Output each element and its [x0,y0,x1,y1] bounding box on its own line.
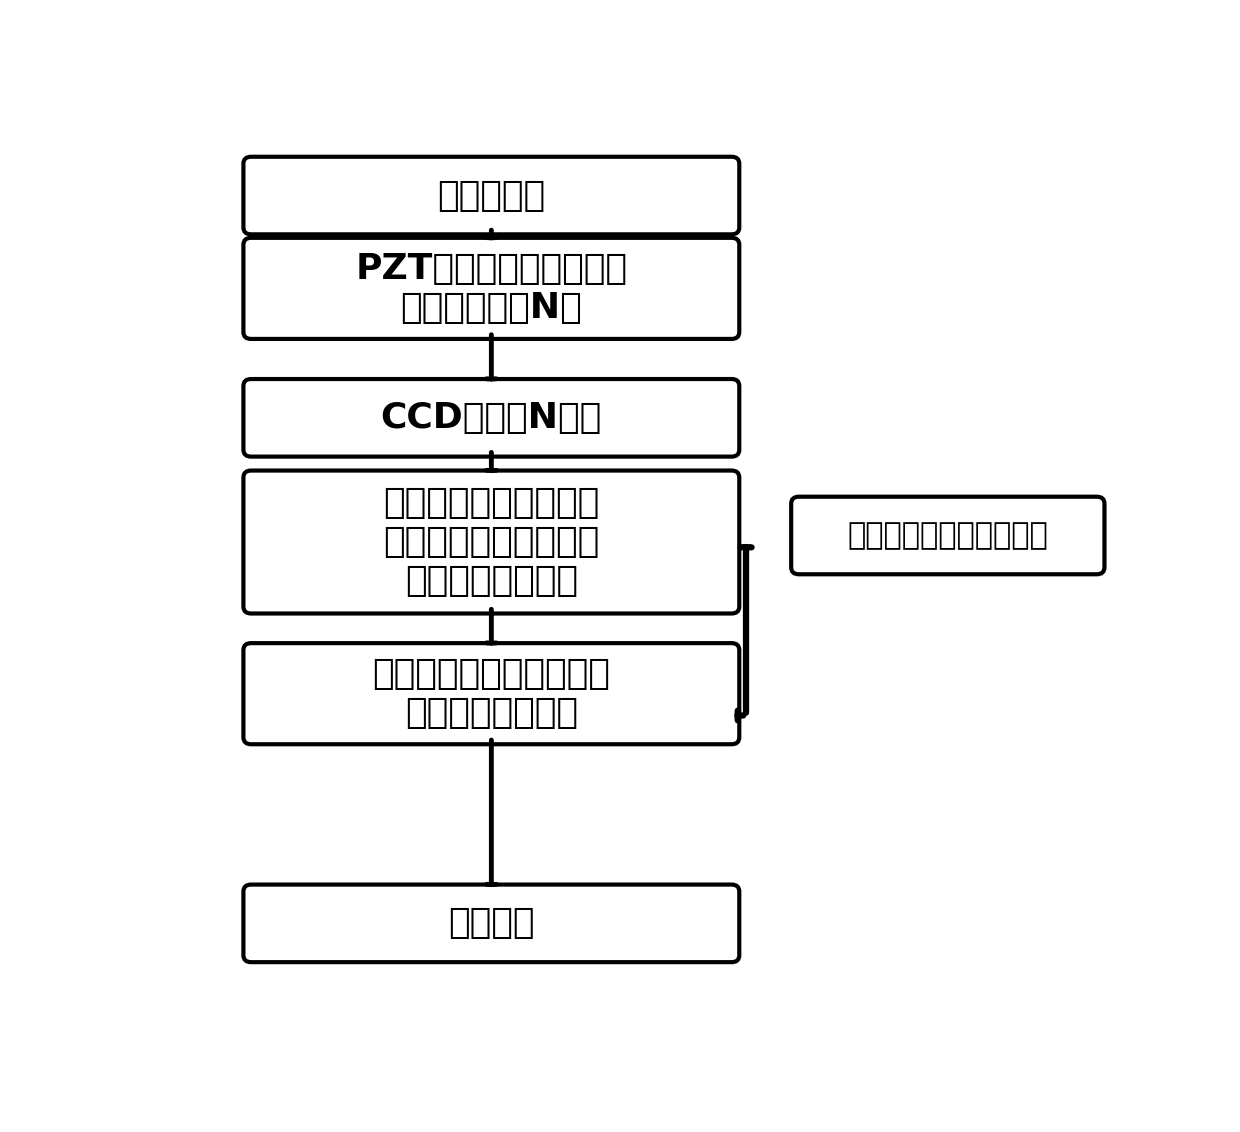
FancyBboxPatch shape [243,884,739,962]
FancyBboxPatch shape [243,156,739,234]
FancyBboxPatch shape [243,643,739,744]
Text: 三维重建: 三维重建 [448,907,534,941]
Text: 结合高斯曲线拟合算法，
提取准确聚焦位置: 结合高斯曲线拟合算法， 提取准确聚焦位置 [372,657,610,730]
FancyBboxPatch shape [791,497,1105,574]
Text: CCD采集到N幅图: CCD采集到N幅图 [381,401,601,435]
FancyBboxPatch shape [243,379,739,456]
Text: PZT以微步距移动物体，
实现垂直扫描N次: PZT以微步距移动物体， 实现垂直扫描N次 [356,251,627,325]
Text: 对于一个像素点使用聚
焦评价函数评价其在每
一幅图中的聚焦值: 对于一个像素点使用聚 焦评价函数评价其在每 一幅图中的聚焦值 [383,486,599,599]
Text: 重复操作遇历所有像素点: 重复操作遇历所有像素点 [847,521,1048,550]
Text: 结构光照明: 结构光照明 [438,179,546,213]
FancyBboxPatch shape [243,471,739,614]
FancyBboxPatch shape [243,238,739,338]
